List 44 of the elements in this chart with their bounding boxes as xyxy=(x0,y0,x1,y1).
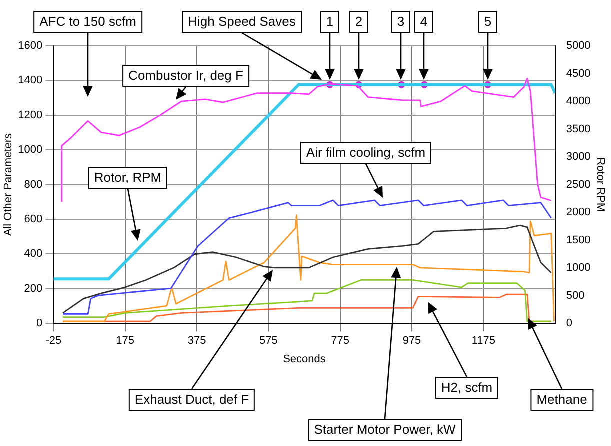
y-tick-label: 600 xyxy=(24,214,43,226)
x-tick-label: 1175 xyxy=(472,335,496,348)
text: Methane xyxy=(530,389,594,411)
y-tick-label: 400 xyxy=(24,248,43,260)
text: AFC to 150 scfm xyxy=(34,11,142,33)
text: 4 xyxy=(414,11,434,33)
y2-tick-label: 5000 xyxy=(566,40,591,52)
y2-tick-label: 500 xyxy=(566,290,585,302)
y-axis-title: All Other Parameters xyxy=(2,132,15,236)
y2-tick-label: 2000 xyxy=(566,206,591,219)
text: Starter Motor Power, kW xyxy=(308,419,462,441)
y-tick-label: 1400 xyxy=(18,74,43,87)
y-tick-label: 200 xyxy=(24,282,43,295)
annotation: Rotor, RPM xyxy=(88,167,168,189)
y-tick-label: 1600 xyxy=(18,40,43,52)
y2-tick-label: 3000 xyxy=(566,151,591,164)
y2-tick-label: 1000 xyxy=(566,262,591,274)
y2-tick-label: 0 xyxy=(566,318,572,330)
x-tick-label: 975 xyxy=(402,335,422,348)
x-axis-title: Seconds xyxy=(283,353,326,366)
text: 5 xyxy=(478,11,498,33)
text: 2 xyxy=(349,11,369,33)
annotation: Air film cooling, scfm xyxy=(300,142,432,164)
x-tick-label: 775 xyxy=(331,335,350,348)
y-tick-label: 0 xyxy=(36,318,43,330)
text: 1 xyxy=(320,11,340,33)
x-tick-label: 575 xyxy=(259,335,278,348)
y2-tick-label: 1500 xyxy=(566,234,591,246)
y-tick-label: 1200 xyxy=(18,109,43,122)
y-tick-label: 800 xyxy=(24,178,43,191)
text: High Speed Saves xyxy=(182,11,302,33)
x-tick-label: 375 xyxy=(188,335,206,348)
annotation: Combustor Ir, deg F xyxy=(122,65,250,87)
x-tick-label: 175 xyxy=(116,335,135,348)
y2-tick-label: 4000 xyxy=(566,96,591,108)
y2-tick-label: 4500 xyxy=(566,68,591,80)
y-tick-label: 1000 xyxy=(18,144,43,156)
text: H2, scfm xyxy=(435,377,499,399)
text: Exhaust Duct, def F xyxy=(128,389,256,411)
x-tick-label: -25 xyxy=(46,335,62,348)
y2-tick-label: 2500 xyxy=(566,178,591,191)
y2-axis-title: Rotor RPM xyxy=(594,158,606,212)
y2-tick-label: 3500 xyxy=(566,123,591,136)
text: 3 xyxy=(391,11,411,33)
